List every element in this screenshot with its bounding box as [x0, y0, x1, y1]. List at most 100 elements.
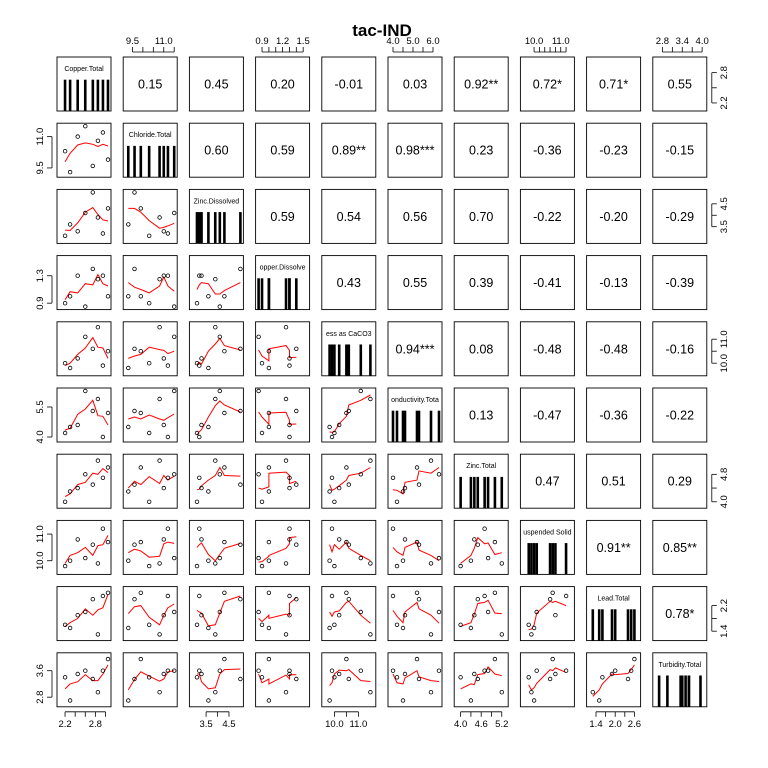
data-point	[259, 622, 265, 627]
panel-5-9: -0.22	[652, 387, 708, 443]
data-point	[390, 668, 396, 673]
panel-7-0	[56, 519, 112, 575]
data-point	[157, 632, 162, 637]
data-point	[62, 563, 68, 569]
data-point	[217, 472, 222, 477]
tick-label: 2.8	[656, 36, 669, 47]
data-point	[553, 671, 558, 677]
panel-7-5	[387, 519, 443, 575]
panel-6-4	[321, 453, 377, 509]
data-point	[199, 671, 204, 677]
data-point	[90, 163, 95, 169]
data-point	[67, 222, 73, 227]
panel-frame	[586, 56, 642, 112]
data-point	[75, 613, 80, 618]
tick-label: 2.8	[35, 691, 46, 704]
data-point	[217, 555, 222, 561]
data-point	[238, 482, 243, 487]
data-point	[358, 609, 363, 615]
panel-frame	[652, 519, 708, 575]
data-point	[83, 210, 88, 216]
data-point	[138, 410, 143, 416]
data-point	[222, 656, 227, 662]
panel-3-5: 0.55	[387, 255, 443, 311]
data-point	[436, 555, 442, 561]
data-point	[613, 668, 618, 673]
data-point	[75, 134, 80, 139]
correlation-value: 0.59	[270, 144, 294, 158]
data-point	[132, 408, 137, 414]
tick-label: 0.9	[255, 36, 268, 47]
data-point	[238, 408, 243, 414]
smooth-line	[196, 282, 241, 295]
data-point	[332, 499, 337, 504]
data-point	[390, 475, 396, 480]
panel-0-3: 0.20	[255, 56, 311, 112]
data-point	[600, 675, 605, 680]
data-point	[266, 698, 272, 703]
data-point	[126, 294, 131, 299]
data-point	[337, 671, 342, 677]
data-point	[83, 388, 88, 394]
data-point	[67, 169, 73, 175]
data-point	[394, 563, 400, 569]
data-point	[400, 698, 406, 703]
data-point	[368, 632, 373, 637]
panel-frame	[652, 586, 708, 642]
panel-frame	[122, 652, 178, 708]
variable-label: opper.Dissolve	[260, 265, 306, 272]
panel-7-9: 0.85**	[652, 519, 708, 575]
variable-label: Lead.Total	[597, 596, 630, 603]
data-point	[416, 542, 422, 547]
data-point	[146, 499, 152, 504]
tick-label: 2.2	[719, 96, 730, 109]
data-point	[287, 363, 292, 368]
data-point	[83, 668, 88, 673]
panel-frame	[652, 453, 708, 509]
data-point	[468, 625, 474, 631]
correlation-value: 0.55	[668, 78, 692, 92]
data-point	[67, 698, 73, 703]
panel-frame	[519, 652, 575, 708]
panel-frame	[652, 255, 708, 311]
data-point	[416, 597, 422, 602]
data-point	[563, 668, 569, 673]
data-point	[146, 233, 152, 238]
smooth-line	[64, 535, 109, 564]
panel-frame	[586, 519, 642, 575]
data-point	[199, 273, 204, 278]
data-point	[161, 422, 166, 428]
panel-3-2	[188, 255, 244, 311]
data-point	[458, 622, 463, 627]
panel-1-1: Chloride.Total	[122, 122, 178, 178]
data-point	[138, 656, 143, 662]
smooth-line	[528, 667, 567, 691]
correlation-value: -0.29	[666, 210, 695, 224]
data-point	[346, 676, 351, 682]
data-point	[266, 349, 272, 354]
data-point	[206, 558, 211, 563]
data-point	[199, 356, 204, 361]
data-point	[206, 424, 211, 430]
data-point	[161, 613, 166, 618]
data-point	[105, 349, 111, 354]
data-point	[346, 408, 351, 414]
panel-frame	[652, 188, 708, 244]
data-point	[100, 475, 106, 480]
panel-frame	[387, 255, 443, 311]
data-point	[472, 613, 477, 618]
data-point	[475, 676, 480, 682]
correlation-value: 0.47	[535, 475, 559, 489]
panel-frame	[387, 188, 443, 244]
data-point	[332, 430, 337, 436]
data-point	[105, 206, 111, 211]
data-point	[67, 424, 73, 430]
data-point	[346, 597, 351, 602]
data-point	[329, 593, 335, 599]
data-point	[531, 625, 537, 631]
data-point	[138, 539, 143, 545]
panel-1-3: 0.59	[255, 122, 311, 178]
data-point	[529, 690, 534, 695]
data-point	[332, 675, 337, 680]
data-point	[161, 273, 166, 278]
